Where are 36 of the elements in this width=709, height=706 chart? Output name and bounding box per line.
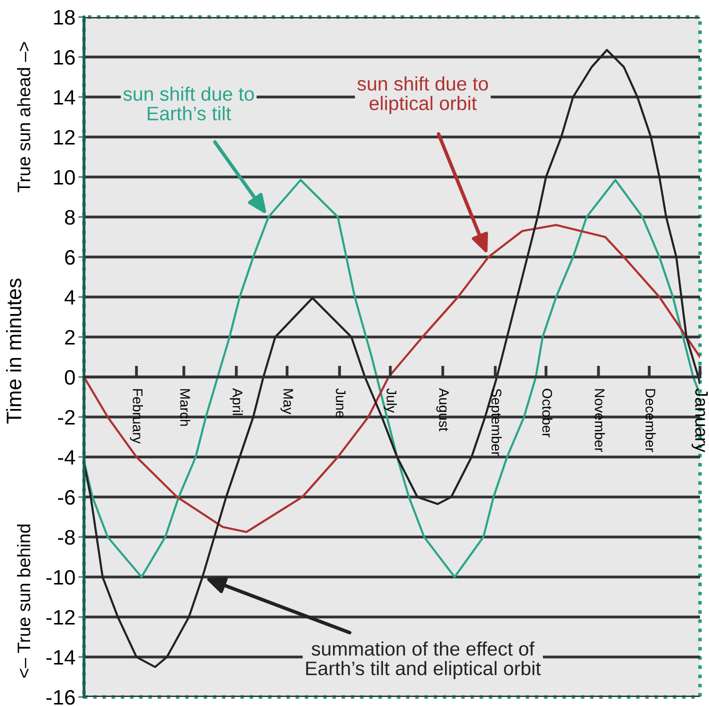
x-tick-label: February — [130, 389, 143, 444]
y-axis-title: Time in minutes — [6, 278, 22, 424]
text: <– True sun behind — [17, 524, 30, 678]
y-tick-label: -16 — [46, 690, 75, 705]
x-tick-label: November — [594, 389, 605, 452]
annotation: sun shift due to Earth’s tilt — [123, 86, 254, 120]
y-tick-label: -4 — [58, 450, 76, 465]
y-tick-label: -10 — [46, 570, 75, 585]
y-tick-label: -2 — [58, 410, 75, 425]
x-tick-label: October — [542, 388, 552, 438]
y-tick-label: -8 — [58, 530, 75, 545]
annotation: January — [692, 388, 708, 452]
x-tick-label: May — [280, 389, 294, 414]
x-tick-label: December — [646, 389, 656, 452]
y-tick-label: 10 — [54, 170, 75, 185]
x-tick-label: April — [230, 388, 243, 415]
y-tick-label: -6 — [58, 490, 75, 505]
x-tick-label: August — [436, 388, 449, 432]
y-tick-label: 6 — [65, 250, 75, 265]
x-tick-label: July — [384, 388, 397, 413]
annotation: summation of the effect of Earth’s tilt and eliptical orbit — [306, 641, 541, 680]
y-tick-label: -14 — [46, 650, 76, 665]
y-tick-label: -12 — [46, 610, 75, 625]
y-tick-label: 0 — [64, 370, 75, 385]
y-tick-label: 4 — [64, 290, 76, 305]
y-tick-label: 18 — [54, 10, 75, 25]
y-tick-label: 12 — [54, 130, 75, 145]
y-tick-label: 2 — [65, 330, 75, 345]
x-tick-label: March — [180, 389, 190, 426]
text: True sun ahead –> — [17, 42, 30, 192]
y-tick-label: 14 — [54, 90, 76, 105]
y-tick-label: 16 — [54, 50, 75, 65]
x-tick-label: September — [488, 388, 502, 456]
x-tick-label: June — [336, 388, 346, 418]
y-tick-label: 8 — [64, 210, 75, 225]
annotation: sun shift due to eliptical orbit — [357, 76, 488, 114]
